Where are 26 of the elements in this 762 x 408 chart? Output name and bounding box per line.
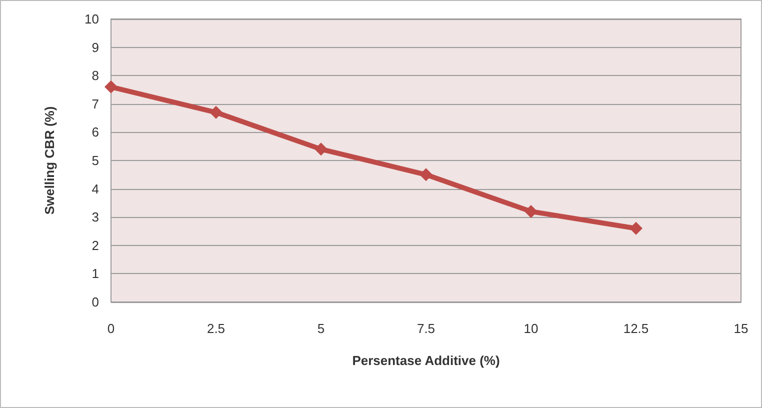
x-tick-label: 12.5 [623, 321, 649, 336]
y-axis-title: Swelling CBR (%) [42, 106, 57, 215]
y-tick-label: 6 [92, 124, 99, 140]
x-tick-label: 2.5 [206, 321, 226, 336]
y-tick-label: 5 [92, 153, 99, 168]
y-tick-label: 8 [92, 68, 99, 84]
point [104, 80, 118, 94]
y-tick-label: 4 [92, 181, 99, 196]
point [210, 106, 222, 119]
y-tick-label: 9 [92, 40, 99, 55]
point [630, 222, 642, 235]
x-axis-title: Persentase Additive (%) [352, 353, 500, 368]
x-tick-label: 5 [317, 321, 325, 336]
y-tick-label: 10 [84, 12, 99, 26]
y-tick-label: 7 [92, 96, 99, 112]
y-tick-label: 2 [92, 238, 99, 253]
point [420, 168, 432, 182]
y-tick-label: 3 [92, 210, 99, 225]
x-tick-label: 0 [107, 321, 115, 336]
y-tick-label: 1 [92, 266, 99, 282]
x-tick-label: 10 [524, 321, 538, 336]
y-tick-label: 0 [92, 294, 99, 310]
x-tick-label: 7.5 [416, 321, 436, 336]
point [524, 204, 538, 218]
point [314, 142, 328, 156]
x-tick-label: 15 [734, 321, 748, 336]
